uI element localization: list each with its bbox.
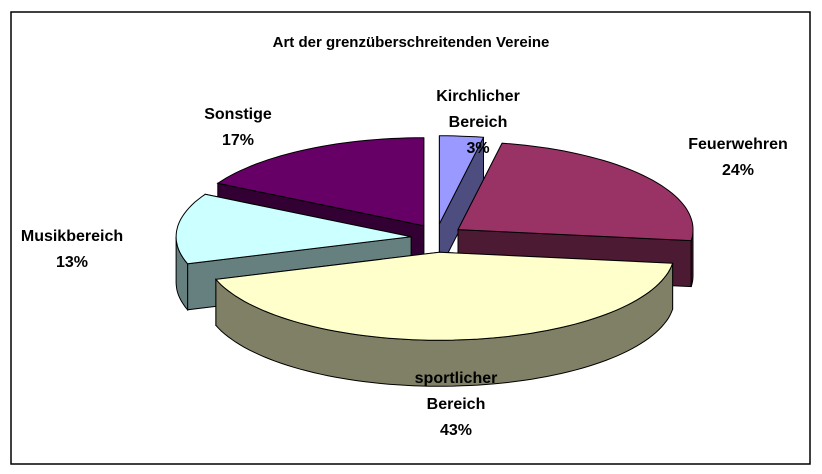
- value-label: 43%: [439, 422, 473, 439]
- category-name: Kirchlicher Bereich: [436, 88, 520, 131]
- slice-label: Kirchlicher Bereich 3%: [418, 84, 538, 162]
- category-name: Musikbereich: [20, 228, 124, 245]
- chart-title: Art der grenzüberschreitenden Vereine: [272, 34, 550, 51]
- value-label: 17%: [221, 132, 255, 149]
- slice: [438, 135, 485, 225]
- slice: [457, 142, 694, 242]
- slice: [214, 251, 674, 341]
- slice-label: Musikbereich 13%: [0, 224, 147, 276]
- slice-label: Feuerwehren 24%: [663, 132, 813, 184]
- slice-label: Sonstige 17%: [178, 102, 298, 154]
- value-label: 3%: [466, 140, 490, 157]
- category-name: Feuerwehren: [688, 136, 788, 153]
- value-label: 24%: [721, 162, 755, 179]
- slice: [175, 193, 412, 265]
- value-label: 13%: [55, 254, 89, 271]
- category-name: sportlicher Bereich: [414, 370, 498, 413]
- slice: [216, 137, 425, 227]
- category-name: Sonstige: [204, 106, 272, 123]
- slice-label: sportlicher Bereich 43%: [396, 366, 516, 444]
